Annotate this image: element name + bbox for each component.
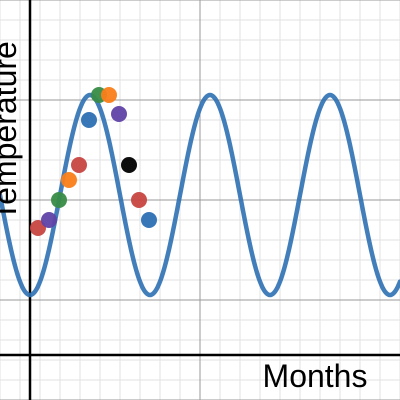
- data-point[interactable]: [30, 220, 46, 236]
- data-point[interactable]: [51, 192, 67, 208]
- data-point[interactable]: [101, 87, 117, 103]
- curve-layer: [0, 92, 400, 298]
- sine-curve[interactable]: [0, 92, 400, 298]
- data-point[interactable]: [61, 172, 77, 188]
- data-point[interactable]: [41, 212, 57, 228]
- x-axis-label: Months: [263, 358, 368, 394]
- data-point[interactable]: [71, 157, 87, 173]
- data-point[interactable]: [131, 192, 147, 208]
- y-axis-label: Temperature: [0, 41, 23, 221]
- data-point[interactable]: [81, 112, 97, 128]
- point-layer: [30, 87, 157, 236]
- data-point[interactable]: [111, 106, 127, 122]
- data-point[interactable]: [141, 212, 157, 228]
- data-point[interactable]: [121, 157, 137, 173]
